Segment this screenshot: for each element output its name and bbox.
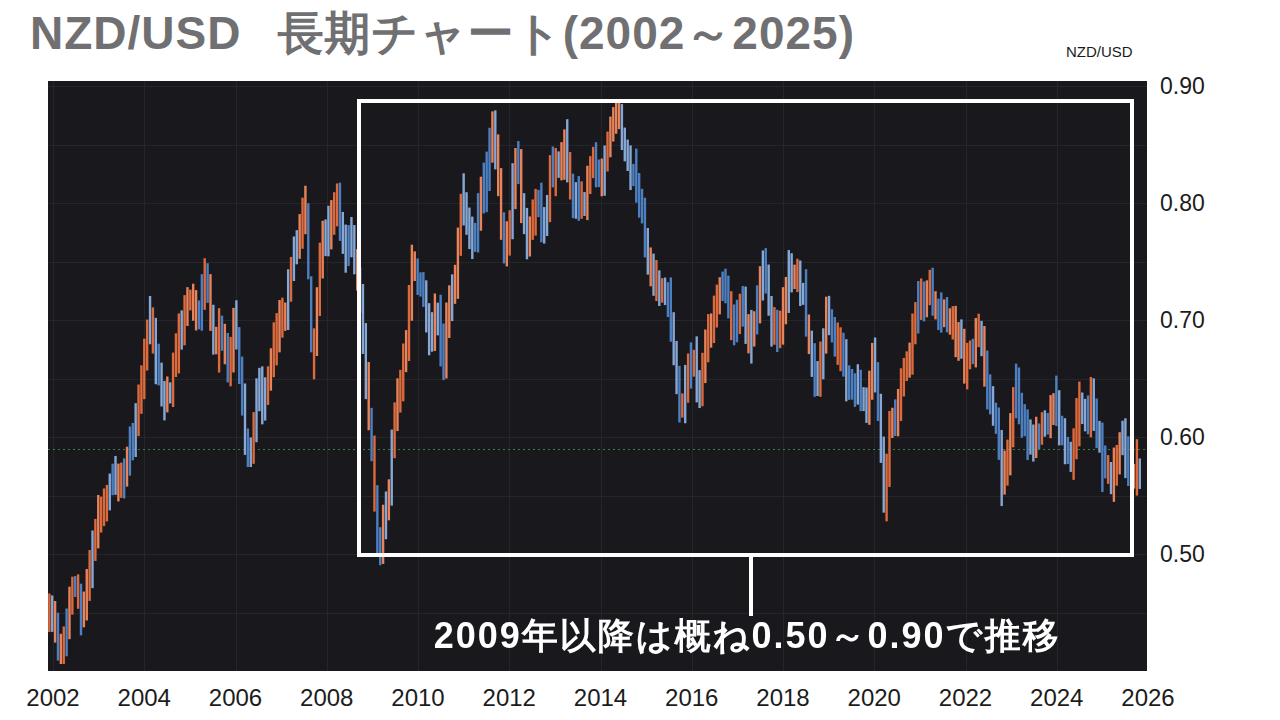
highlight-box xyxy=(357,99,1134,557)
chart-title-pair: NZD/USD xyxy=(30,7,241,59)
y-axis-label: 0.50 xyxy=(1160,541,1205,568)
x-axis-label: 2012 xyxy=(483,684,536,712)
x-axis-label: 2008 xyxy=(300,684,353,712)
x-axis-label: 2014 xyxy=(574,684,627,712)
x-axis-label: 2020 xyxy=(848,684,901,712)
y-axis-label: 0.80 xyxy=(1160,190,1205,217)
x-axis-label: 2022 xyxy=(939,684,992,712)
x-axis-label: 2002 xyxy=(26,684,79,712)
x-axis-label: 2010 xyxy=(391,684,444,712)
x-axis-label: 2018 xyxy=(756,684,809,712)
y-axis-label: 0.90 xyxy=(1160,73,1205,100)
callout-line xyxy=(749,556,753,616)
chart-title-rest: 長期チャート(2002～2025) xyxy=(277,7,855,59)
x-axis-label: 2026 xyxy=(1121,684,1174,712)
x-axis-label: 2004 xyxy=(118,684,171,712)
x-axis-label: 2024 xyxy=(1030,684,1083,712)
axis-unit-label: NZD/USD xyxy=(1066,43,1133,60)
annotation-text: 2009年以降は概ね0.50～0.90で推移 xyxy=(434,617,1061,655)
x-axis-label: 2016 xyxy=(665,684,718,712)
y-axis-label: 0.70 xyxy=(1160,307,1205,334)
chart-title: NZD/USD 長期チャート(2002～2025) xyxy=(30,3,855,65)
y-axis-label: 0.60 xyxy=(1160,424,1205,451)
x-axis-label: 2006 xyxy=(209,684,262,712)
